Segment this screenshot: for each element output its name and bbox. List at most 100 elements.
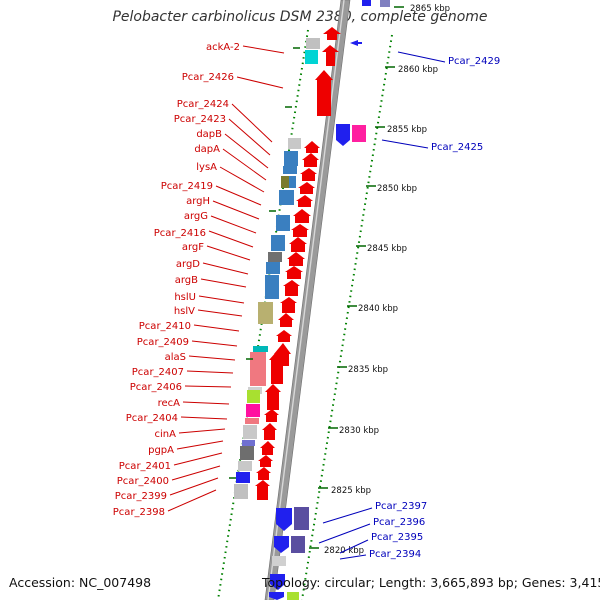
label-leader-line (322, 507, 373, 524)
feature-box (276, 215, 290, 231)
accession-text: Accession: NC_007498 (9, 575, 152, 590)
gene-arrow (255, 480, 270, 500)
gene-label-Pcar_2394: Pcar_2394 (369, 549, 421, 560)
gene-label-lysA: lysA (196, 162, 217, 173)
label-leader-line (173, 452, 223, 466)
feature-box (287, 592, 299, 600)
gene-arrow (323, 27, 341, 40)
gene-arrow (296, 195, 313, 207)
label-leader-line (339, 554, 367, 560)
gene-label-Pcar_2424: Pcar_2424 (177, 99, 229, 110)
feature-box (240, 446, 254, 460)
gene-arrow (258, 455, 273, 467)
gene-arrow (302, 153, 319, 167)
gene-label-Pcar_2395: Pcar_2395 (371, 532, 423, 543)
gene-arrow (283, 280, 300, 296)
ruler-label: 2825 kbp (331, 486, 371, 496)
gene-arrow (269, 592, 284, 600)
label-leader-line (193, 324, 240, 332)
feature-box (242, 440, 255, 446)
gene-arrow (270, 574, 285, 590)
gene-arrow (322, 45, 339, 66)
gene-arrow (269, 351, 286, 384)
ruler-label: 2835 kbp (348, 365, 388, 375)
label-leader-line (186, 370, 234, 374)
gene-label-ackA-2: ackA-2 (206, 42, 240, 53)
gene-label-Pcar_2423: Pcar_2423 (174, 114, 226, 125)
backbone-highlight (267, 0, 345, 600)
label-leader-line (184, 385, 232, 388)
gene-label-recA: recA (158, 398, 181, 409)
feature-box (272, 556, 286, 566)
feature-box (305, 50, 318, 64)
ruler-label: 2860 kbp (398, 65, 438, 75)
gene-arrow (265, 384, 281, 410)
ruler-label: 2855 kbp (387, 125, 427, 135)
feature-box (250, 352, 266, 386)
feature-box (258, 302, 273, 324)
label-leader-line (397, 51, 446, 63)
gene-arrow (350, 40, 362, 46)
feature-box (291, 536, 305, 553)
feature-box (238, 461, 252, 471)
gene-label-argH: argH (186, 196, 210, 207)
gene-label-pgpA: pgpA (148, 445, 174, 456)
label-leader-line (197, 309, 243, 317)
gene-arrow (298, 182, 315, 194)
label-leader-line (169, 477, 219, 496)
feature-box (283, 166, 297, 174)
forward-labels: ackA-2 Pcar_2426 Pcar_2424 Pcar_2423 dap… (113, 42, 285, 518)
inner-reverse-track (301, 34, 393, 600)
feature-box (253, 346, 268, 352)
forward-strand-features (234, 38, 320, 499)
topology-text: Topology: circular; Length: 3,665,893 bp… (262, 575, 600, 590)
label-leader-line (236, 76, 284, 89)
gene-arrow (300, 168, 317, 181)
gene-label-alaS: alaS (165, 352, 186, 363)
gene-label-argF: argF (182, 242, 204, 253)
feature-box (243, 425, 257, 439)
gene-arrow (256, 467, 271, 480)
gene-label-Pcar_2419: Pcar_2419 (161, 181, 213, 192)
feature-box (245, 418, 259, 424)
label-leader-line (381, 139, 429, 149)
label-leader-line (222, 148, 267, 181)
label-leader-line (188, 355, 236, 361)
gene-arrow (336, 124, 350, 146)
gene-label-Pcar_2426: Pcar_2426 (182, 72, 234, 83)
label-leader-line (228, 118, 271, 156)
feature-box (380, 0, 390, 7)
gene-arrow (274, 536, 289, 553)
label-leader-line (182, 401, 230, 405)
gene-arrow (276, 508, 292, 531)
gene-label-Pcar_2401: Pcar_2401 (119, 461, 171, 472)
gene-label-Pcar_2406: Pcar_2406 (130, 382, 182, 393)
label-leader-line (231, 103, 273, 143)
label-leader-line (318, 523, 371, 544)
gene-label-cinA: cinA (155, 429, 177, 440)
gene-label-argG: argG (184, 211, 208, 222)
reverse-strand-genes (269, 0, 390, 600)
label-leader-line (171, 465, 221, 481)
forward-strand-genes (255, 27, 341, 500)
label-leader-line (198, 295, 245, 304)
gene-label-Pcar_2397: Pcar_2397 (375, 501, 427, 512)
feature-box (288, 138, 301, 149)
label-leader-line (339, 539, 369, 554)
gene-arrow (280, 297, 297, 313)
gene-label-argD: argD (176, 259, 200, 270)
label-leader-line (202, 262, 249, 275)
label-leader-line (206, 245, 251, 261)
gene-arrow (304, 141, 320, 153)
feature-box (284, 151, 298, 166)
label-leader-line (242, 45, 285, 54)
outer-track-ticks (229, 47, 300, 479)
gene-arrow (291, 224, 309, 237)
ruler-label: 2830 kbp (339, 426, 379, 436)
feature-box (306, 38, 320, 49)
gene-label-hslV: hslV (174, 306, 195, 317)
gene-label-Pcar_2416: Pcar_2416 (154, 228, 206, 239)
feature-box (268, 252, 282, 262)
